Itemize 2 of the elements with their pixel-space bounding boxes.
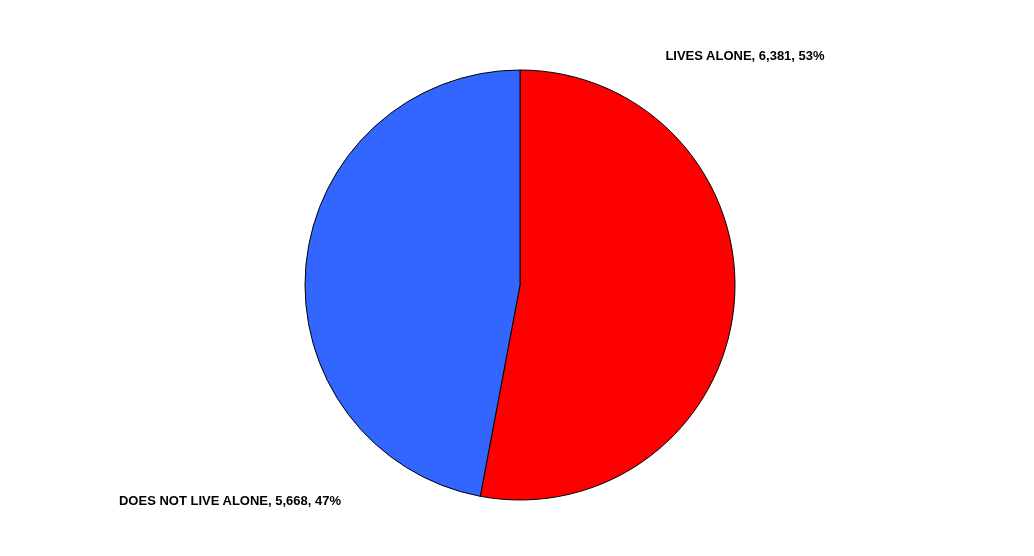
slice-label: DOES NOT LIVE ALONE, 5,668, 47% xyxy=(118,493,342,508)
slice-label: LIVES ALONE, 6,381, 53% xyxy=(665,48,826,63)
